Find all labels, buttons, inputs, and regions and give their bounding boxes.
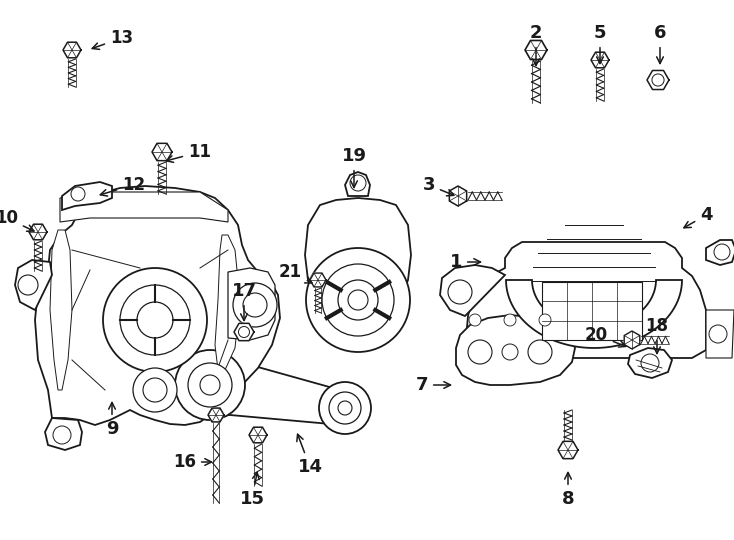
Circle shape xyxy=(528,340,552,364)
Polygon shape xyxy=(62,182,112,210)
Polygon shape xyxy=(525,40,547,59)
Circle shape xyxy=(18,275,38,295)
Text: 8: 8 xyxy=(562,472,574,508)
Polygon shape xyxy=(628,348,672,378)
Bar xyxy=(542,282,642,340)
Circle shape xyxy=(539,314,551,326)
Text: 9: 9 xyxy=(106,402,118,438)
Circle shape xyxy=(348,290,368,310)
Polygon shape xyxy=(456,315,575,385)
Text: 13: 13 xyxy=(92,29,133,49)
Text: 4: 4 xyxy=(684,206,713,228)
Polygon shape xyxy=(624,331,640,349)
Text: 1: 1 xyxy=(449,253,481,271)
Polygon shape xyxy=(706,240,734,265)
Circle shape xyxy=(322,264,394,336)
Polygon shape xyxy=(228,268,275,340)
Circle shape xyxy=(175,350,245,420)
Polygon shape xyxy=(152,143,172,161)
Circle shape xyxy=(233,283,277,327)
Circle shape xyxy=(133,368,177,412)
Polygon shape xyxy=(345,172,370,196)
Circle shape xyxy=(188,363,232,407)
Circle shape xyxy=(143,378,167,402)
Circle shape xyxy=(652,74,664,86)
Text: 17: 17 xyxy=(231,282,256,321)
Text: 14: 14 xyxy=(297,434,322,476)
Polygon shape xyxy=(215,235,240,370)
Polygon shape xyxy=(449,186,467,206)
Text: 2: 2 xyxy=(530,24,542,65)
Polygon shape xyxy=(234,323,254,341)
Polygon shape xyxy=(465,242,706,358)
Polygon shape xyxy=(249,427,267,443)
Polygon shape xyxy=(50,230,72,390)
Circle shape xyxy=(239,327,250,338)
Text: 7: 7 xyxy=(415,376,451,394)
Polygon shape xyxy=(35,186,280,425)
Text: 15: 15 xyxy=(239,472,264,508)
Circle shape xyxy=(709,325,727,343)
Polygon shape xyxy=(706,310,734,358)
Circle shape xyxy=(714,244,730,260)
Text: 5: 5 xyxy=(594,24,606,64)
Text: 20: 20 xyxy=(585,326,626,347)
Text: 18: 18 xyxy=(645,317,669,354)
Circle shape xyxy=(137,302,173,338)
Circle shape xyxy=(319,382,371,434)
Text: 12: 12 xyxy=(101,176,145,196)
Circle shape xyxy=(120,285,190,355)
Polygon shape xyxy=(180,357,365,426)
Polygon shape xyxy=(440,265,505,316)
Polygon shape xyxy=(45,418,82,450)
Text: 16: 16 xyxy=(173,453,211,471)
Circle shape xyxy=(502,344,518,360)
Circle shape xyxy=(71,187,85,201)
Polygon shape xyxy=(15,260,52,310)
Circle shape xyxy=(350,175,366,191)
Circle shape xyxy=(641,354,659,372)
Text: 6: 6 xyxy=(654,24,666,64)
Polygon shape xyxy=(558,441,578,458)
Text: 10: 10 xyxy=(0,209,34,231)
Circle shape xyxy=(103,268,207,372)
Text: 11: 11 xyxy=(167,143,211,163)
Circle shape xyxy=(200,375,220,395)
Polygon shape xyxy=(310,273,326,287)
Polygon shape xyxy=(208,408,224,422)
Polygon shape xyxy=(63,42,81,58)
Polygon shape xyxy=(60,192,228,222)
Circle shape xyxy=(53,426,71,444)
Circle shape xyxy=(306,248,410,352)
Polygon shape xyxy=(647,71,669,90)
Polygon shape xyxy=(305,198,411,330)
Circle shape xyxy=(329,392,361,424)
Circle shape xyxy=(468,340,492,364)
Circle shape xyxy=(243,293,267,317)
Polygon shape xyxy=(506,280,682,348)
Polygon shape xyxy=(591,52,609,68)
Text: 19: 19 xyxy=(341,147,366,187)
Circle shape xyxy=(338,280,378,320)
Text: 21: 21 xyxy=(279,263,312,283)
Circle shape xyxy=(504,314,516,326)
Circle shape xyxy=(448,280,472,304)
Circle shape xyxy=(469,314,481,326)
Circle shape xyxy=(338,401,352,415)
Polygon shape xyxy=(29,224,47,240)
Text: 3: 3 xyxy=(423,176,454,196)
